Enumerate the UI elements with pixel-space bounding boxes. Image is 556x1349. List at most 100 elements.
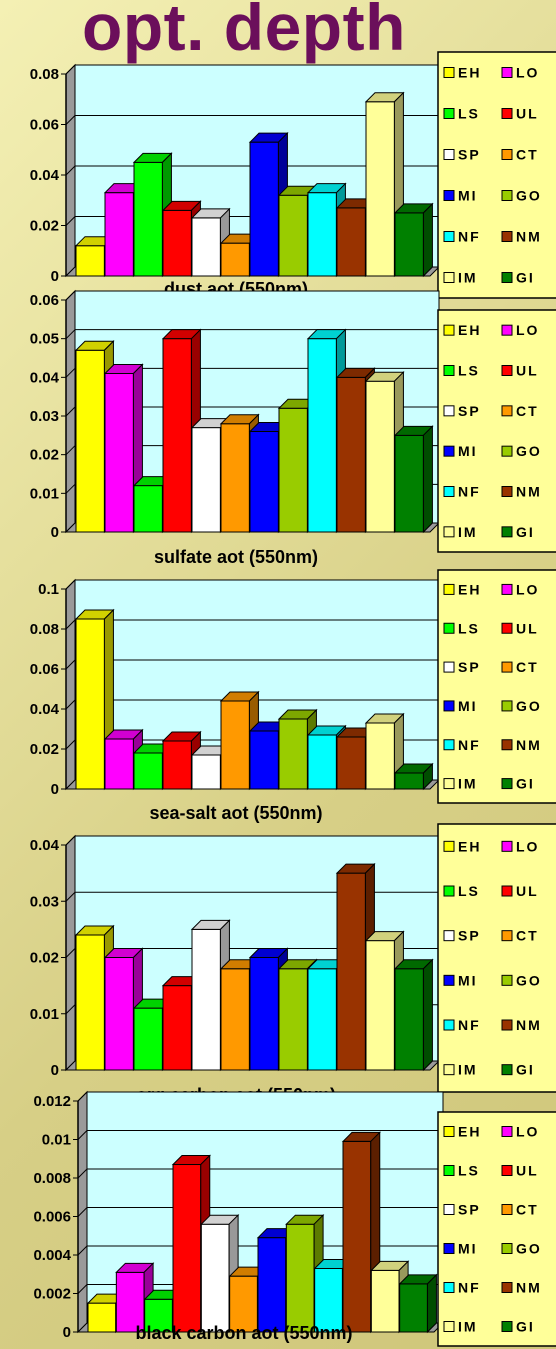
legend-label: IM [458, 524, 478, 540]
y-tick-label: 0 [51, 268, 59, 285]
legend-item-NM: NM [501, 1017, 540, 1033]
legend-swatch [501, 974, 513, 986]
gridline-side [65, 1004, 76, 1015]
legend-swatch [443, 149, 455, 160]
gridline-side [77, 1284, 88, 1294]
legend-item-LS: LS [443, 620, 478, 636]
legend-item-IM: IM [443, 1062, 478, 1078]
legend-swatch [501, 486, 513, 497]
legend-item-UL: UL [501, 106, 539, 122]
legend-swatch [443, 661, 455, 673]
bar-front [249, 430, 279, 533]
legend-item-NM: NM [501, 229, 540, 245]
legend-label: IM [458, 1062, 478, 1078]
y-tick-label: 0.006 [33, 1209, 71, 1226]
legend-item-CT: CT [501, 659, 537, 675]
gridline-side [65, 891, 76, 902]
legend-label: SP [458, 403, 481, 419]
bar-front [191, 928, 221, 1071]
bar-front [162, 209, 192, 277]
bar-front [278, 718, 308, 790]
legend-swatch [443, 190, 455, 201]
legend-item-LO: LO [501, 838, 539, 854]
y-tick-label: 0.002 [33, 1286, 71, 1303]
legend-swatch [443, 67, 455, 78]
legend-swatch [501, 778, 513, 790]
legend-label: GO [516, 1241, 542, 1257]
bar-GI [393, 762, 434, 791]
legend-label: MI [458, 972, 478, 988]
legend-item-MI: MI [443, 443, 476, 459]
legend-label: SP [458, 659, 481, 675]
bar-front [370, 1269, 400, 1333]
bar-GI [393, 202, 434, 278]
legend-label: NF [458, 1280, 481, 1296]
legend-label: IM [458, 776, 478, 792]
legend-item-GI: GI [501, 1319, 535, 1335]
legend-swatch [501, 324, 513, 336]
y-tick-label: 0.004 [33, 1247, 71, 1264]
legend-swatch [501, 661, 513, 673]
bar-front [220, 423, 250, 533]
legend-label: GI [516, 776, 535, 792]
legend-label: LO [516, 838, 539, 854]
gridline-side [65, 699, 76, 710]
chart-3: 0 0.02 0.04 0.06 0.08 0.1 sea-salt aot (550nm)… [30, 569, 556, 823]
legend-swatch [443, 1019, 455, 1031]
gridline-side [65, 329, 76, 340]
legend-swatch [501, 67, 513, 78]
legend-label: UL [516, 363, 539, 379]
chart-4: 00.010.020.030.04org.carbon aot (550nm)E… [30, 823, 556, 1105]
y-tick-label: 0.08 [30, 621, 59, 638]
legend-swatch [501, 583, 513, 595]
chart-title: sulfate aot (550nm) [154, 547, 318, 567]
legend-label: SP [458, 1202, 481, 1218]
bar-front [307, 192, 337, 277]
legend-label: LO [516, 322, 539, 338]
legend-label: LO [516, 1124, 539, 1140]
legend-swatch [443, 1321, 455, 1332]
legend-label: LS [458, 363, 480, 379]
bar-NM [335, 862, 376, 1072]
legend-label: GI [516, 1319, 535, 1335]
gridline-side [65, 290, 76, 301]
legend-swatch [443, 1126, 455, 1137]
bar-front [278, 407, 308, 533]
legend-label: SP [458, 928, 481, 944]
legend-swatch [501, 1064, 513, 1076]
legend-swatch [443, 739, 455, 751]
bar-front [394, 434, 424, 533]
legend-swatch [443, 1064, 455, 1076]
legend-swatch [501, 1243, 513, 1254]
legend-item-NF: NF [443, 229, 481, 245]
bar-front [87, 1302, 117, 1333]
bar-front [365, 101, 395, 277]
legend-item-NM: NM [501, 1280, 540, 1296]
legend-item-CT: CT [501, 928, 537, 944]
bar-front [75, 618, 105, 790]
bar-GI [393, 958, 434, 1072]
legend-swatch [501, 700, 513, 712]
legend-swatch [443, 1282, 455, 1293]
legend-item-LO: LO [501, 1124, 539, 1140]
bar-front [365, 940, 395, 1071]
legend-swatch [501, 1019, 513, 1031]
y-tick-label: 0.03 [30, 408, 59, 425]
legend-swatch [443, 365, 455, 376]
gridline-side [65, 579, 76, 590]
bar-front [342, 1140, 372, 1333]
bar-front [133, 161, 163, 277]
gridline-side [65, 659, 76, 670]
y-tick-label: 0.03 [30, 893, 59, 910]
legend-swatch [501, 272, 513, 283]
legend-label: NF [458, 229, 481, 245]
legend-label: GO [516, 188, 542, 204]
bar-front [75, 349, 105, 533]
legend-label: UL [516, 106, 539, 122]
legend-item-LS: LS [443, 883, 478, 899]
legend-item-GI: GI [501, 1062, 533, 1078]
legend-box [437, 823, 556, 1093]
legend-swatch [443, 272, 455, 283]
legend-swatch [443, 974, 455, 986]
